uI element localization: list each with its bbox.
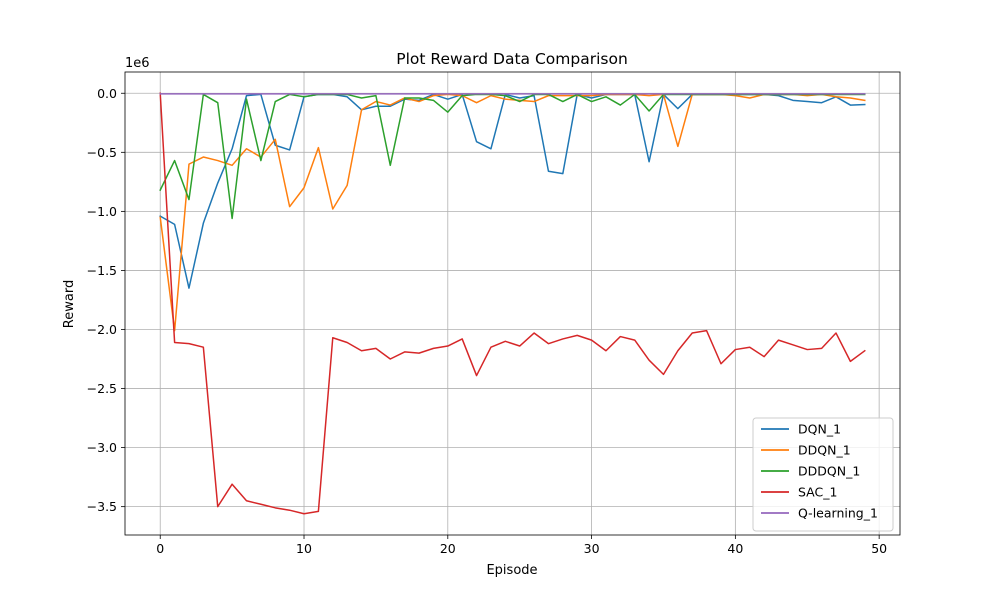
y-tick-label: 0.0 xyxy=(97,86,117,101)
legend-label-dddqn-1: DDDQN_1 xyxy=(798,464,860,479)
legend-label-q-learning-1: Q-learning_1 xyxy=(798,506,878,521)
y-tick-label: −1.0 xyxy=(87,204,117,219)
x-tick-label: 40 xyxy=(727,541,743,556)
x-tick-label: 10 xyxy=(296,541,312,556)
legend-label-ddqn-1: DDQN_1 xyxy=(798,443,851,458)
x-axis-ticks: 0 10 20 30 40 50 xyxy=(156,535,887,556)
x-tick-label: 50 xyxy=(871,541,887,556)
x-axis-label: Episode xyxy=(486,563,537,578)
x-tick-label: 20 xyxy=(440,541,456,556)
x-tick-label: 0 xyxy=(156,541,164,556)
axes-frame xyxy=(124,71,901,536)
y-tick-label: −2.0 xyxy=(87,322,117,337)
y-tick-label: −3.5 xyxy=(87,499,117,514)
series-line-ddqn-1 xyxy=(159,93,866,332)
legend-box xyxy=(752,417,894,532)
y-tick-label: −2.5 xyxy=(87,381,117,396)
y-axis-label: Reward xyxy=(62,280,77,328)
y-axis-ticks: 0.0 −0.5 −1.0 −1.5 −2.0 −2.5 −3.0 −3.5 xyxy=(87,86,125,514)
chart-title: Plot Reward Data Comparison xyxy=(396,50,628,68)
series-line-sac-1 xyxy=(159,92,866,515)
y-tick-label: −3.0 xyxy=(87,440,117,455)
y-tick-label: −0.5 xyxy=(87,145,117,160)
legend: DQN_1 DDQN_1 DDDQN_1 SAC_1 Q-learning_1 xyxy=(752,417,894,532)
y-axis-offset-label: 1e6 xyxy=(125,56,150,71)
legend-label-sac-1: SAC_1 xyxy=(798,485,837,500)
legend-label-dqn-1: DQN_1 xyxy=(798,422,841,437)
x-tick-label: 30 xyxy=(584,541,600,556)
y-tick-label: −1.5 xyxy=(87,263,117,278)
series-layer xyxy=(159,92,866,515)
